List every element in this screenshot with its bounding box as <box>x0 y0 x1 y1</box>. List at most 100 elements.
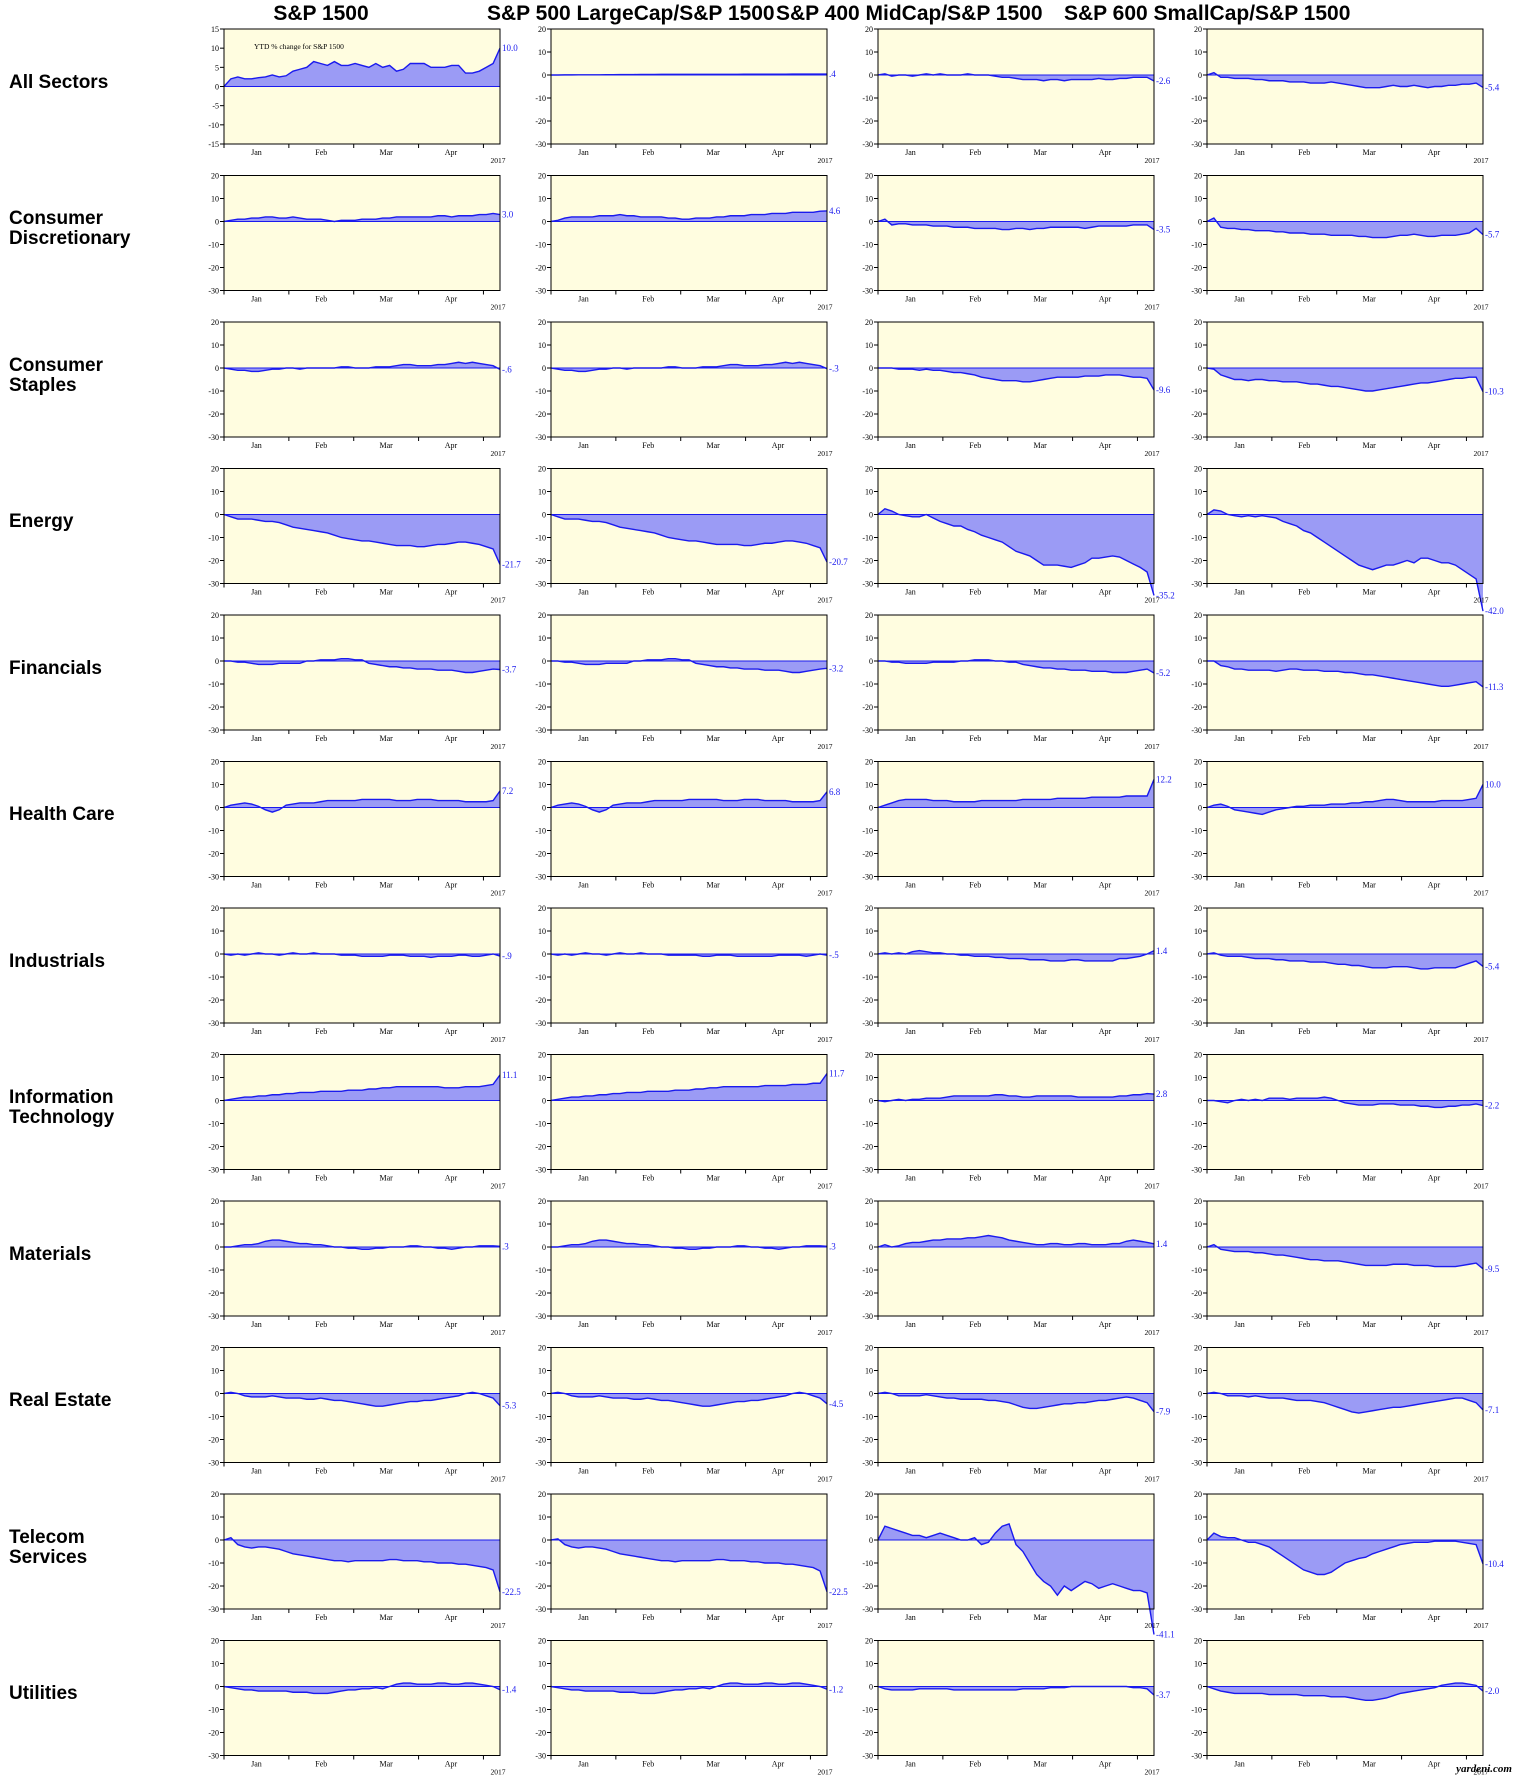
x-tick-label: Feb <box>642 1613 654 1622</box>
y-tick-label: 10 <box>1194 1074 1202 1083</box>
y-tick-label: -10 <box>535 387 546 396</box>
y-tick-label: -20 <box>208 410 219 419</box>
x-tick-label: Apr <box>445 1174 458 1183</box>
x-tick-label: Apr <box>1428 1027 1441 1036</box>
panel-industrials-col2: 20 10 0 -10 -20 -30 Jan Feb Mar Apr 2017 -.5 <box>535 904 839 1044</box>
x-year-label: 2017 <box>818 742 833 751</box>
y-tick-label: 20 <box>538 1051 546 1060</box>
x-year-label: 2017 <box>1474 742 1489 751</box>
y-tick-label: 20 <box>538 611 546 620</box>
x-tick-label: Jan <box>905 295 916 304</box>
y-tick-label: -10 <box>535 680 546 689</box>
y-tick-label: -10 <box>535 534 546 543</box>
panel-frame <box>550 907 828 1024</box>
panel-consumer-discretionary-col1: 20 10 0 -10 -20 -30 Jan Feb Mar Apr 2017 3.0 <box>208 172 513 312</box>
x-year-label: 2017 <box>1474 889 1489 898</box>
x-tick-label: Jan <box>1234 1760 1245 1769</box>
x-year-label: 2017 <box>491 1328 506 1337</box>
y-tick-label: 20 <box>1194 611 1202 620</box>
y-tick-label: 10 <box>211 781 219 790</box>
x-tick-label: Mar <box>1362 295 1376 304</box>
x-tick-label: Feb <box>969 295 981 304</box>
x-tick-label: Feb <box>642 881 654 890</box>
y-tick-label: -20 <box>535 1582 546 1591</box>
x-tick-label: Feb <box>642 148 654 157</box>
panel-consumer-staples-col1: 20 10 0 -10 -20 -30 Jan Feb Mar Apr 2017 -.6 <box>208 318 512 458</box>
x-tick-label: Jan <box>251 1320 262 1329</box>
x-year-label: 2017 <box>818 156 833 165</box>
y-tick-label: -30 <box>535 580 546 589</box>
y-tick-label: -30 <box>862 1019 873 1028</box>
x-tick-label: Jan <box>578 1760 589 1769</box>
panel-background <box>224 615 500 730</box>
x-year-label: 2017 <box>818 449 833 458</box>
y-tick-label: 20 <box>1194 904 1202 913</box>
series-area <box>1207 1683 1483 1701</box>
y-tick-label: -20 <box>1191 117 1202 126</box>
panel-background <box>551 1054 827 1170</box>
series-line <box>877 1391 1155 1413</box>
x-tick-label: Jan <box>905 1760 916 1769</box>
x-tick-label: Apr <box>445 1320 458 1329</box>
x-year-label: 2017 <box>1474 449 1489 458</box>
y-tick-label: 0 <box>215 511 219 520</box>
series-area <box>1207 661 1483 687</box>
x-tick-label: Mar <box>379 1174 393 1183</box>
x-tick-label: Feb <box>1298 881 1310 890</box>
y-tick-label: 10 <box>211 1660 219 1669</box>
y-tick-label: -30 <box>535 1605 546 1614</box>
x-tick-label: Feb <box>1298 734 1310 743</box>
end-value-label: -1.4 <box>502 1685 517 1695</box>
x-year-label: 2017 <box>491 1182 506 1191</box>
y-tick-label: 20 <box>538 1344 546 1353</box>
x-tick-label: Mar <box>1033 295 1047 304</box>
y-tick-label: 10 <box>211 1367 219 1376</box>
series-area <box>878 1093 1154 1102</box>
x-tick-label: Jan <box>905 148 916 157</box>
row-label-line: All Sectors <box>9 71 109 93</box>
series-line <box>1206 367 1484 392</box>
series-area <box>224 48 500 87</box>
x-year-label: 2017 <box>1145 1035 1160 1044</box>
panel-frame <box>550 28 828 145</box>
x-tick-label: Mar <box>379 1467 393 1476</box>
x-year-label: 2017 <box>818 1475 833 1484</box>
y-tick-label: -30 <box>862 140 873 149</box>
y-tick-label: 0 <box>542 1390 546 1399</box>
y-tick-label: -10 <box>208 1120 219 1129</box>
y-tick-label: -20 <box>208 1436 219 1445</box>
series-line <box>877 1685 1155 1696</box>
y-tick-label: 10 <box>1194 781 1202 790</box>
y-tick-label: -30 <box>1191 873 1202 882</box>
panel-consumer-discretionary-col3: 20 10 0 -10 -20 -30 Jan Feb Mar Apr 2017 -3.5 <box>862 172 1170 312</box>
y-tick-label: -30 <box>1191 1166 1202 1175</box>
panel-background <box>224 322 500 437</box>
series-area <box>1207 509 1483 612</box>
panel-frame <box>877 1054 1155 1170</box>
y-tick-label: 0 <box>1198 804 1202 813</box>
y-tick-label: 0 <box>869 950 873 959</box>
x-tick-label: Feb <box>1298 295 1310 304</box>
y-tick-label: 0 <box>869 364 873 373</box>
x-tick-label: Feb <box>969 588 981 597</box>
x-year-label: 2017 <box>818 1768 833 1777</box>
end-value-label: 2.8 <box>1156 1089 1168 1099</box>
y-tick-label: -30 <box>535 140 546 149</box>
y-tick-label: -20 <box>535 410 546 419</box>
x-tick-label: Apr <box>1099 1760 1112 1769</box>
y-tick-label: -30 <box>1191 1019 1202 1028</box>
x-tick-label: Apr <box>1099 441 1112 450</box>
y-tick-label: 20 <box>538 25 546 34</box>
panel-background <box>551 322 827 437</box>
series-line <box>1206 1243 1484 1270</box>
series-line <box>1207 1096 1484 1109</box>
panel-frame <box>877 1347 1155 1463</box>
y-tick-label: 10 <box>1194 341 1202 350</box>
x-year-label: 2017 <box>1474 1035 1489 1044</box>
end-value-label: -2.2 <box>1485 1101 1499 1111</box>
x-tick-label: Jan <box>578 1174 589 1183</box>
y-tick-label: -30 <box>1191 580 1202 589</box>
end-value-label: -3.2 <box>829 663 843 673</box>
panel-frame <box>877 1640 1155 1756</box>
panel-frame <box>550 1640 828 1756</box>
